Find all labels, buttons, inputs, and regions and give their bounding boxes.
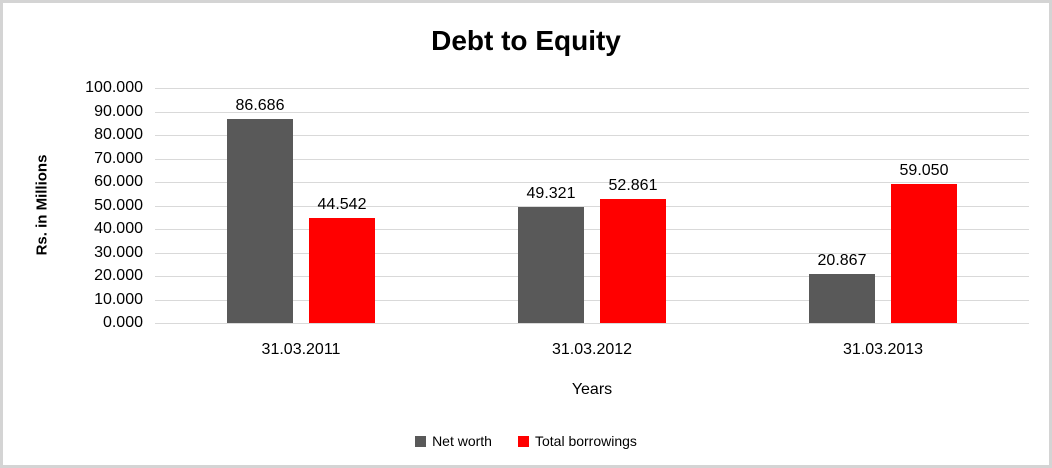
legend-label: Total borrowings xyxy=(534,433,637,449)
gridline xyxy=(155,299,1029,301)
gridline xyxy=(155,158,1029,160)
y-axis-tick-label: 80.000 xyxy=(94,126,143,143)
legend-label: Net worth xyxy=(432,433,492,449)
bar-net-worth xyxy=(809,274,875,323)
data-label: 86.686 xyxy=(235,97,285,114)
legend-marker-icon xyxy=(517,435,529,447)
chart-title: Debt to Equity xyxy=(431,25,621,56)
x-axis-category-label: 31.03.2013 xyxy=(842,341,924,358)
data-label: 20.867 xyxy=(817,252,867,269)
bar-net-worth xyxy=(227,119,293,323)
legend-marker-icon xyxy=(415,435,427,447)
gridline xyxy=(155,182,1029,183)
gridline xyxy=(155,229,1029,230)
gridline xyxy=(155,323,1029,324)
bar-total-borrowings xyxy=(891,184,957,323)
bar-total-borrowings xyxy=(309,218,375,323)
bar-net-worth xyxy=(518,207,584,323)
x-axis-category-label: 31.03.2012 xyxy=(551,341,633,358)
y-axis-tick-label: 60.000 xyxy=(94,173,143,190)
y-axis-tick-label: 0.000 xyxy=(102,314,143,331)
gridline xyxy=(155,111,1029,113)
plot-area: 0.000 10.000 20.000 30.000 40.000 50.000 60.00… xyxy=(3,3,1049,465)
data-label: 44.542 xyxy=(317,196,367,213)
y-axis-tick-label: 100.000 xyxy=(85,79,143,96)
gridline xyxy=(155,276,1029,277)
y-axis-tick-label: 50.000 xyxy=(94,196,143,214)
y-axis-tick-label: 30.000 xyxy=(94,243,143,261)
y-axis-tick-label: 40.000 xyxy=(94,220,143,237)
gridline xyxy=(155,88,1029,89)
data-label: 49.321 xyxy=(526,185,576,202)
gridline xyxy=(155,205,1029,207)
gridline xyxy=(155,135,1029,136)
data-label: 52.861 xyxy=(608,177,658,194)
legend: Net worth Total borrowings xyxy=(3,433,1049,449)
data-label: 59.050 xyxy=(899,162,949,179)
x-axis-title: Years xyxy=(571,381,613,398)
legend-item-total-borrowings: Total borrowings xyxy=(517,433,637,449)
y-axis-tick-label: 20.000 xyxy=(94,267,143,284)
y-axis-tick-label: 70.000 xyxy=(94,149,143,167)
legend-item-net-worth: Net worth xyxy=(415,433,492,449)
x-axis-category-label: 31.03.2011 xyxy=(261,341,341,358)
gridline xyxy=(155,252,1029,254)
y-axis-tick-label: 10.000 xyxy=(94,290,143,308)
y-axis-tick-label: 90.000 xyxy=(94,102,143,120)
bar-total-borrowings xyxy=(600,199,666,323)
